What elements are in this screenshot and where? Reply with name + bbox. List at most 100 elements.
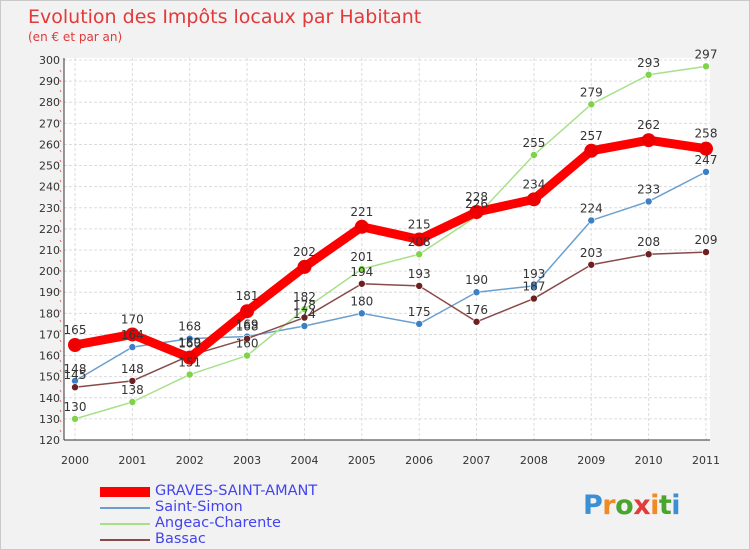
series-line [74,65,707,420]
data-label: 201 [350,250,373,264]
legend-label: Angeac-Charente [155,515,281,531]
data-point [297,259,312,274]
data-label: 160 [236,337,259,351]
legend-swatch [100,507,150,509]
chart-subtitle: (en € et par an) [28,30,123,44]
data-point [71,383,79,392]
y-tick-label: 190 [39,286,60,299]
data-point [128,343,137,351]
y-minor-tick [59,189,62,193]
data-point [702,248,710,256]
data-label: 165 [64,323,87,337]
data-label: 226 [465,197,488,211]
x-tick-label: 2007 [463,454,491,467]
y-tick-label: 170 [39,328,60,341]
data-point [587,216,596,225]
data-point [472,288,481,297]
data-point [415,282,423,290]
data-point [415,250,423,259]
y-minor-tick [59,399,62,403]
data-label: 187 [522,280,545,294]
y-tick-label: 230 [39,202,60,215]
data-label: 293 [637,56,660,70]
data-point [644,250,653,259]
data-label: 193 [408,267,431,281]
y-tick-label: 200 [39,265,60,278]
data-label: 160 [178,337,201,351]
data-label: 170 [121,312,144,326]
data-point [472,317,481,326]
y-tick-label: 250 [39,160,60,173]
series-line [70,135,711,363]
legend-label: GRAVES-SAINT-AMANT [155,483,318,499]
data-label: 175 [408,305,431,319]
data-label: 247 [695,153,718,167]
data-label: 297 [695,47,718,61]
data-label: 208 [637,235,660,249]
data-label: 181 [236,289,259,303]
data-point [530,282,538,290]
series-line [74,251,707,388]
y-minor-tick [59,119,62,123]
y-minor-tick [59,269,62,273]
data-label: 203 [580,246,603,260]
data-label: 159 [178,336,201,350]
y-minor-tick [59,139,62,143]
data-point [469,205,484,219]
data-label: 168 [236,320,259,334]
y-tick-label: 270 [39,117,60,130]
y-tick-label: 220 [39,223,60,236]
data-label: 130 [64,400,87,414]
y-tick-label: 210 [39,244,60,257]
x-tick-label: 2001 [118,454,146,467]
data-point [71,415,79,423]
data-point [358,279,366,288]
y-tick-label: 260 [39,138,60,151]
data-point [530,151,538,159]
data-point [185,334,194,343]
y-minor-tick [59,249,62,253]
data-point [699,141,713,156]
y-minor-tick [59,129,62,133]
legend-label: Bassac [155,531,206,547]
data-point [182,350,197,365]
data-label: 257 [580,129,603,143]
y-tick-label: 120 [39,434,60,447]
y-minor-tick [59,289,62,293]
data-point [243,351,251,360]
data-point [354,219,369,234]
y-minor-tick [59,339,62,343]
data-point [243,334,251,343]
data-point [587,260,596,269]
data-label: 190 [465,273,488,287]
data-label: 262 [637,118,660,132]
x-tick-label: 2004 [290,454,318,467]
data-point [185,370,194,379]
y-tick-label: 290 [39,75,60,88]
y-minor-tick [59,149,62,153]
x-tick-label: 2010 [635,454,663,467]
data-point [128,377,137,385]
y-tick-label: 160 [39,350,60,363]
data-point [358,265,366,273]
data-label: 138 [121,383,144,397]
data-point [644,70,653,79]
y-minor-tick [59,69,62,73]
data-label: 202 [293,245,316,259]
data-point [587,100,596,109]
data-label: 221 [350,205,373,219]
y-tick-label: 180 [39,307,60,320]
y-minor-tick [59,89,62,93]
y-minor-tick [59,109,62,113]
y-minor-tick [59,329,62,333]
data-point [702,62,710,71]
legend-label: Saint-Simon [155,499,243,515]
data-point [300,322,309,330]
data-label: 176 [465,303,488,317]
plot-area [64,58,710,440]
data-label: 178 [293,299,316,313]
y-minor-tick [59,429,62,433]
y-minor-tick [59,79,62,83]
y-minor-tick [59,229,62,233]
